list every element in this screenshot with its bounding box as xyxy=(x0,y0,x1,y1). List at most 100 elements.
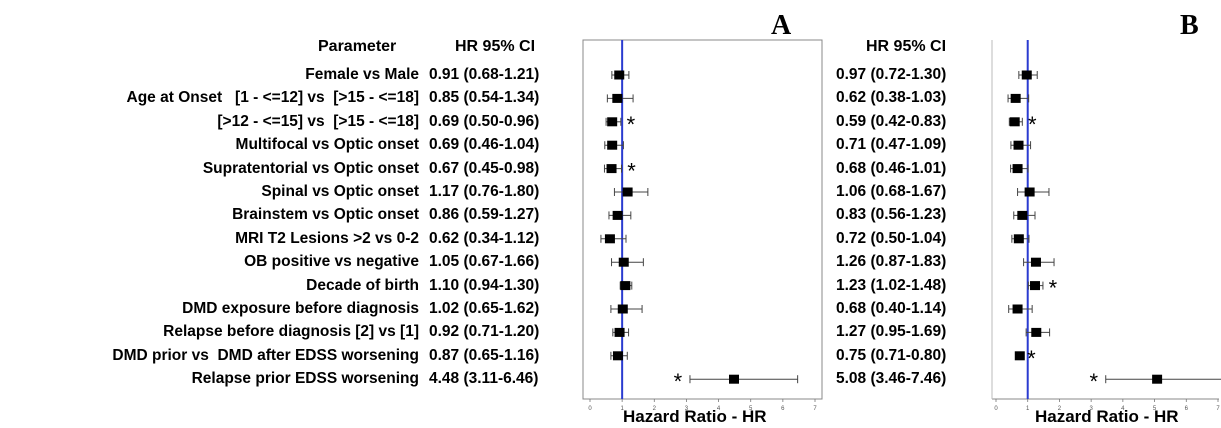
parameter-label: Brainstem vs Optic onset xyxy=(232,206,419,224)
hr-ci-header-b: HR 95% CI xyxy=(866,38,947,55)
hr-point xyxy=(606,164,617,174)
hr-point xyxy=(1013,234,1024,244)
hr-ci-value-a: 1.05 (0.67-1.66) xyxy=(429,253,540,271)
significance-star: * xyxy=(1028,112,1037,137)
hr-point xyxy=(1012,304,1023,314)
hr-point xyxy=(607,117,618,127)
hr-ci-value-b: 0.62 (0.38-1.03) xyxy=(836,89,947,107)
hr-ci-value-a: 0.91 (0.68-1.21) xyxy=(429,66,540,83)
significance-star: * xyxy=(627,159,636,184)
x-tick-label: 5 xyxy=(1153,406,1157,412)
panel-letter-b: B xyxy=(1180,10,1199,41)
parameter-label: Age at Onset [1 - <=12] vs [>15 - <=18] xyxy=(126,89,419,107)
parameter-label: Multifocal vs Optic onset xyxy=(235,136,419,154)
hr-point xyxy=(618,257,629,267)
hr-point xyxy=(1030,257,1041,267)
parameter-label: OB positive vs negative xyxy=(244,253,419,271)
hr-point xyxy=(1010,93,1021,103)
hr-point xyxy=(607,140,618,150)
hr-point xyxy=(1024,187,1035,197)
x-tick-label: 7 xyxy=(1216,406,1220,412)
hr-ci-value-b: 1.27 (0.95-1.69) xyxy=(836,323,947,341)
significance-star: * xyxy=(1049,276,1058,301)
hr-ci-value-b: 0.75 (0.71-0.80) xyxy=(836,346,947,364)
hr-point xyxy=(1021,70,1032,80)
hr-ci-value-a: 1.17 (0.76-1.80) xyxy=(429,183,540,200)
hr-point xyxy=(1152,374,1163,384)
x-tick-label: 4 xyxy=(717,406,721,412)
parameter-label: Decade of birth xyxy=(306,276,419,294)
x-tick-label: 0 xyxy=(994,406,998,412)
hr-ci-value-b: 0.68 (0.40-1.14) xyxy=(836,300,947,317)
hr-point xyxy=(1014,351,1025,361)
hr-ci-value-a: 1.10 (0.94-1.30) xyxy=(429,276,540,294)
hr-point xyxy=(617,304,628,314)
x-tick-label: 3 xyxy=(685,406,689,412)
parameter-label: MRI T2 Lesions >2 vs 0-2 xyxy=(235,229,419,247)
parameter-label: DMD exposure before diagnosis xyxy=(182,300,419,317)
parameter-label: Relapse before diagnosis [2] vs [1] xyxy=(163,323,419,341)
hr-ci-value-b: 0.83 (0.56-1.23) xyxy=(836,206,947,224)
hr-ci-value-b: 1.23 (1.02-1.48) xyxy=(836,276,947,294)
hr-ci-value-a: 0.62 (0.34-1.12) xyxy=(429,229,540,247)
parameter-label: Female vs Male xyxy=(305,66,419,83)
significance-star: * xyxy=(1027,346,1036,371)
hr-point xyxy=(1030,281,1041,291)
hr-ci-value-a: 0.67 (0.45-0.98) xyxy=(429,159,540,177)
x-tick-label: 7 xyxy=(813,406,817,412)
hr-ci-value-a: 0.85 (0.54-1.34) xyxy=(429,89,540,107)
x-tick-label: 4 xyxy=(1121,406,1125,412)
x-tick-label: 0 xyxy=(588,406,592,412)
hr-point xyxy=(1013,140,1024,150)
hr-ci-value-b: 0.71 (0.47-1.09) xyxy=(836,136,947,154)
hr-point xyxy=(1017,210,1028,220)
x-tick-label: 1 xyxy=(1026,406,1030,412)
hr-ci-value-a: 1.02 (0.65-1.62) xyxy=(429,300,540,317)
parameter-label: Spinal vs Optic onset xyxy=(261,183,419,200)
hr-ci-value-a: 0.86 (0.59-1.27) xyxy=(429,206,540,224)
hr-ci-value-b: 0.97 (0.72-1.30) xyxy=(836,66,947,83)
x-tick-label: 6 xyxy=(1185,406,1189,412)
significance-star: * xyxy=(1089,369,1098,394)
hr-ci-value-b: 0.68 (0.46-1.01) xyxy=(836,159,947,177)
hr-ci-value-a: 4.48 (3.11-6.46) xyxy=(429,370,539,388)
parameter-label: Relapse prior EDSS worsening xyxy=(191,370,419,388)
hr-point xyxy=(612,351,623,361)
hr-point xyxy=(614,327,625,337)
hr-ci-value-b: 5.08 (3.46-7.46) xyxy=(836,370,947,388)
x-tick-label: 1 xyxy=(620,406,624,412)
hr-ci-value-b: 0.59 (0.42-0.83) xyxy=(836,112,947,130)
parameter-label: [>12 - <=15] vs [>15 - <=18] xyxy=(217,112,419,130)
hr-point xyxy=(622,187,633,197)
hr-point xyxy=(614,70,625,80)
hr-ci-value-b: 0.72 (0.50-1.04) xyxy=(836,229,947,247)
hr-point xyxy=(1009,117,1020,127)
x-tick-label: 2 xyxy=(653,406,657,412)
hr-point xyxy=(612,93,623,103)
hr-ci-value-a: 0.87 (0.65-1.16) xyxy=(429,346,540,364)
hr-point xyxy=(729,374,739,384)
hr-point xyxy=(620,281,631,291)
parameter-label: DMD prior vs DMD after EDSS worsening xyxy=(112,346,419,364)
significance-star: * xyxy=(674,369,683,394)
plot-frame-a xyxy=(582,39,823,400)
parameter-header: Parameter xyxy=(318,38,397,55)
significance-star: * xyxy=(627,112,636,137)
x-axis-title-b: Hazard Ratio - HR xyxy=(1035,407,1179,426)
x-tick-label: 6 xyxy=(781,406,785,412)
hr-point xyxy=(1031,327,1042,337)
hr-point xyxy=(1012,164,1023,174)
hr-ci-value-b: 1.06 (0.68-1.67) xyxy=(836,183,947,200)
x-tick-label: 3 xyxy=(1089,406,1093,412)
hr-ci-value-a: 0.92 (0.71-1.20) xyxy=(429,323,540,341)
hr-ci-value-a: 0.69 (0.46-1.04) xyxy=(429,136,540,154)
parameter-label: Supratentorial vs Optic onset xyxy=(202,159,419,177)
hr-point xyxy=(604,234,615,244)
x-tick-label: 5 xyxy=(749,406,753,412)
hr-ci-header-a: HR 95% CI xyxy=(455,38,536,55)
panel-letter-a: A xyxy=(771,10,792,41)
hr-ci-value-a: 0.69 (0.50-0.96) xyxy=(429,112,540,130)
x-axis-title-a: Hazard Ratio - HR xyxy=(623,407,767,426)
x-tick-label: 2 xyxy=(1058,406,1062,412)
